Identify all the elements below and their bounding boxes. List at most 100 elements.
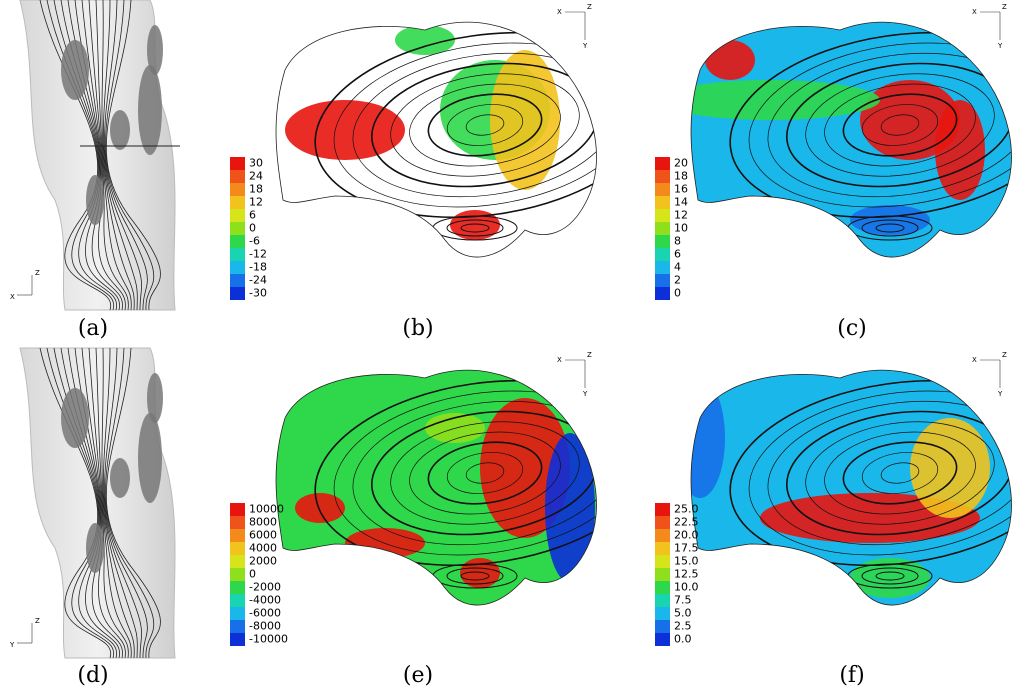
panel: ZX xyxy=(10,0,180,311)
streamline xyxy=(875,223,905,233)
field-patch xyxy=(910,418,990,518)
panel: X Z Y xyxy=(690,3,1012,258)
colorbar-swatch xyxy=(655,261,670,274)
streamline xyxy=(333,390,597,556)
streamline xyxy=(446,104,524,146)
colorbar-label: 8000 xyxy=(249,516,277,529)
streamline xyxy=(314,379,597,567)
streamline xyxy=(409,431,561,515)
colorbar-swatch xyxy=(655,607,670,620)
vortex-core xyxy=(147,25,163,75)
colorbar-label: 18 xyxy=(249,183,263,196)
vortex-core xyxy=(61,40,89,100)
streamline xyxy=(824,83,976,167)
colorbar-label: -6 xyxy=(249,235,260,248)
colorbar-label: -10000 xyxy=(249,633,288,646)
streamline xyxy=(861,104,939,146)
streamline xyxy=(748,390,1012,556)
streamline xyxy=(880,114,920,136)
colorbar-swatch xyxy=(230,620,245,633)
streamline xyxy=(101,0,138,311)
colorbar-swatch xyxy=(230,274,245,287)
colorbar-label: 10.0 xyxy=(674,581,699,594)
streamline xyxy=(842,93,958,157)
streamline xyxy=(390,73,580,177)
panel-label: (c) xyxy=(837,316,867,341)
colorbar-swatch xyxy=(230,222,245,235)
axis-letter: X xyxy=(972,356,977,364)
streamline xyxy=(748,42,1012,208)
field-patch xyxy=(545,433,595,583)
colorbar-swatch xyxy=(655,542,670,555)
vortex-core xyxy=(110,458,130,498)
streamline xyxy=(729,379,1012,567)
panel: ZY xyxy=(9,347,176,659)
colorbar-label: 18 xyxy=(674,170,688,183)
colorbar-label: -4000 xyxy=(249,594,281,607)
colorbar-swatch xyxy=(230,594,245,607)
colorbar-swatch xyxy=(655,209,670,222)
streamline xyxy=(105,0,161,311)
colorbar-swatch xyxy=(655,620,670,633)
streamline xyxy=(103,0,142,311)
colorbar-swatch xyxy=(655,157,670,170)
colorbar-label: 12 xyxy=(674,209,688,222)
vortex-core xyxy=(86,523,104,573)
streamline xyxy=(409,83,561,167)
streamline xyxy=(842,441,958,505)
colorbar-swatch xyxy=(230,529,245,542)
panel-label: (d) xyxy=(77,663,108,688)
axis-letter: X xyxy=(10,293,15,301)
colorbar-swatch xyxy=(230,287,245,300)
colorbar-label: 30 xyxy=(249,157,263,170)
colorbar-swatch xyxy=(655,235,670,248)
colorbar-label: 0 xyxy=(674,287,681,300)
colorbar-swatch xyxy=(230,235,245,248)
streamline xyxy=(105,347,161,659)
axis-letter: Z xyxy=(1002,3,1007,11)
streamline xyxy=(446,452,524,494)
streamline xyxy=(371,62,597,188)
colorbar-label: 6 xyxy=(249,209,256,222)
axis-letter: Z xyxy=(1002,351,1007,359)
axis-triad: X Z Y xyxy=(972,3,1007,50)
colorbar-label: -12 xyxy=(249,248,267,261)
streamline xyxy=(333,42,597,208)
streamline xyxy=(875,571,905,581)
streamline xyxy=(805,421,995,525)
streamline xyxy=(786,410,1012,536)
colorbar-label: 24 xyxy=(249,170,263,183)
outline xyxy=(690,369,1012,606)
axis-letter: X xyxy=(557,8,562,16)
streamline xyxy=(95,347,135,659)
panel: X Z Y xyxy=(275,351,597,606)
axis-letter: Y xyxy=(9,641,15,649)
colorbar-label: 15.0 xyxy=(674,555,699,568)
panel-label: (e) xyxy=(403,663,433,688)
axis-letter: Y xyxy=(997,390,1003,398)
colorbar-label: 0 xyxy=(249,222,256,235)
streamline xyxy=(352,400,597,546)
colorbar-label: -30 xyxy=(249,287,267,300)
streamline xyxy=(104,347,148,659)
colorbar-swatch xyxy=(230,503,245,516)
colorbar-swatch xyxy=(655,568,670,581)
vortex-core xyxy=(138,413,162,503)
colorbar-swatch xyxy=(655,196,670,209)
colorbar-swatch xyxy=(655,287,670,300)
panel-label: (a) xyxy=(78,316,108,341)
colorbar-swatch xyxy=(230,157,245,170)
axis-letter: Z xyxy=(35,269,40,277)
streamline xyxy=(81,347,129,659)
streamline xyxy=(95,0,135,311)
field xyxy=(691,31,1012,241)
streamline xyxy=(460,223,490,233)
axis-letter: Z xyxy=(35,617,40,625)
colorbar-label: 16 xyxy=(674,183,688,196)
streamline xyxy=(861,219,919,237)
axis-letter: Y xyxy=(582,42,588,50)
streamline xyxy=(465,462,505,484)
streamline xyxy=(81,0,129,311)
colorbar-label: 6000 xyxy=(249,529,277,542)
